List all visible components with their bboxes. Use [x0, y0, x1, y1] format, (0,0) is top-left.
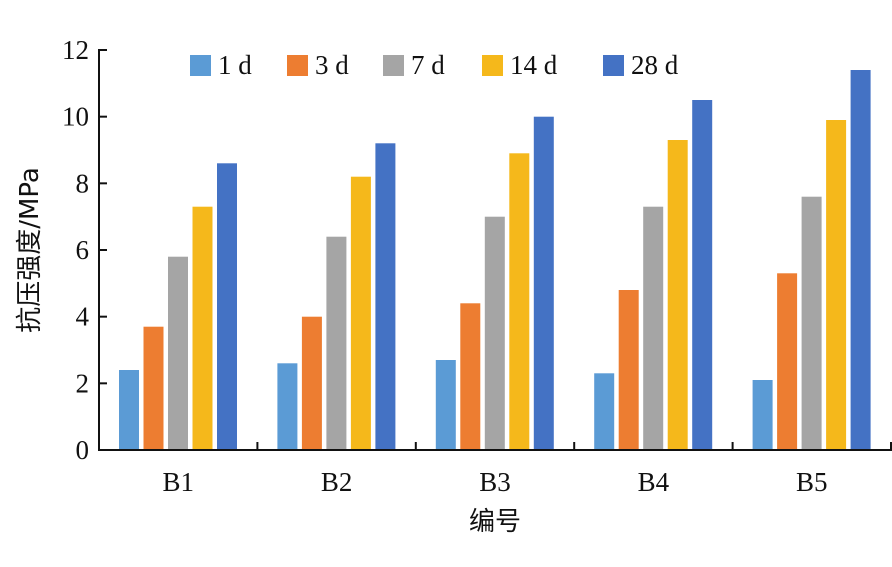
legend-label-3d: 3 d — [315, 50, 349, 80]
legend-label-7d: 7 d — [411, 50, 445, 80]
bar-b1-7d — [168, 256, 188, 450]
bar-b2-14d — [350, 176, 371, 450]
bar-b4-7d — [643, 206, 664, 450]
x-category-label: B5 — [796, 467, 828, 497]
bar-b2-1d — [277, 363, 298, 450]
y-tick-label: 10 — [62, 102, 89, 132]
bar-b3-28d — [533, 116, 554, 450]
legend-label-1d: 1 d — [218, 50, 252, 80]
bar-b3-14d — [509, 153, 530, 451]
legend-label-28d: 28 d — [631, 50, 679, 80]
legend-swatch-7d — [383, 55, 404, 76]
bar-b3-3d — [460, 303, 481, 450]
bar-b2-3d — [301, 316, 322, 450]
legend: 1 d 3 d 7 d 14 d 28 d — [190, 50, 679, 80]
y-axis-title: 抗压强度/MPa — [15, 167, 45, 333]
bar-b5-14d — [826, 120, 847, 450]
y-tick-label: 2 — [76, 368, 90, 398]
x-axis-title: 编号 — [469, 507, 521, 537]
y-tick-label: 4 — [76, 302, 90, 332]
x-ticks: B1 B2 B3 B4 B5 — [162, 442, 892, 497]
bar-b5-3d — [777, 273, 798, 450]
x-category-label: B3 — [479, 467, 511, 497]
legend-swatch-3d — [287, 55, 308, 76]
bar-b5-1d — [752, 380, 773, 450]
y-tick-label: 0 — [76, 435, 90, 465]
bar-b1-1d — [119, 370, 139, 450]
y-tick-label: 12 — [62, 35, 89, 65]
bar-b2-28d — [375, 143, 396, 451]
bar-b5-7d — [801, 196, 822, 450]
x-category-label: B2 — [321, 467, 353, 497]
legend-swatch-14d — [482, 55, 503, 76]
bar-b3-7d — [484, 216, 505, 450]
bar-b3-1d — [435, 360, 456, 450]
x-category-label: B4 — [638, 467, 670, 497]
bar-b4-14d — [667, 140, 688, 450]
y-tick-label: 6 — [76, 235, 90, 265]
bar-b1-28d — [217, 163, 237, 451]
legend-swatch-1d — [190, 55, 211, 76]
y-ticks: 0 2 4 6 8 10 12 — [62, 35, 107, 465]
bars-layer — [119, 70, 871, 451]
bar-b5-28d — [850, 70, 871, 450]
legend-label-14d: 14 d — [510, 50, 558, 80]
x-category-label: B1 — [162, 467, 194, 497]
bar-b4-3d — [618, 290, 639, 450]
y-tick-label: 8 — [76, 168, 90, 198]
bar-b4-28d — [692, 100, 713, 450]
bar-b1-14d — [192, 206, 213, 450]
legend-swatch-28d — [603, 55, 624, 76]
bar-b2-7d — [326, 236, 347, 450]
bar-b1-3d — [143, 326, 164, 450]
bar-b4-1d — [594, 373, 615, 450]
